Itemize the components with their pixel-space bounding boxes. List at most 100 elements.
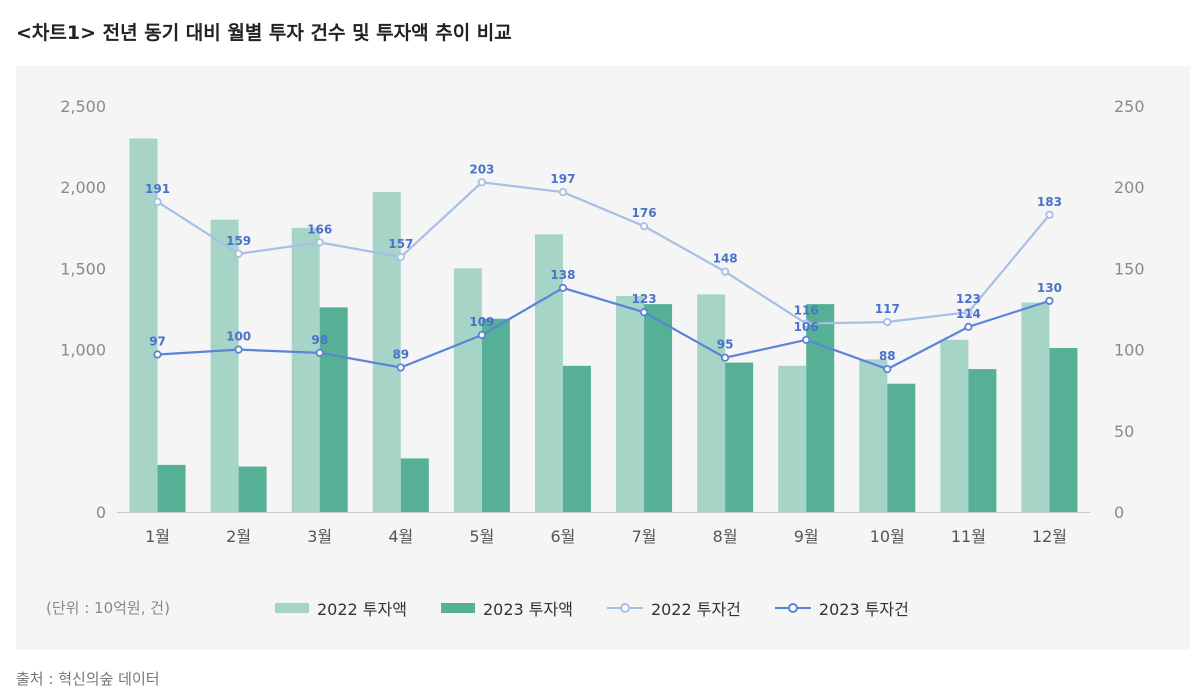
point-2023 bbox=[558, 283, 568, 292]
data-label-2022: 183 bbox=[1037, 195, 1062, 209]
bar-2023 bbox=[238, 466, 267, 512]
point-2023 bbox=[964, 322, 973, 331]
data-label-2022: 116 bbox=[794, 304, 819, 318]
point-2022 bbox=[802, 319, 811, 328]
y-right-tick-label: 250 bbox=[1114, 97, 1145, 116]
legend-item-bar-2022: 2022 투자액 bbox=[275, 596, 407, 620]
data-label-2022: 148 bbox=[713, 252, 738, 266]
bar-2022 bbox=[453, 268, 482, 512]
data-label-2022: 166 bbox=[307, 222, 332, 236]
bar-2022 bbox=[291, 227, 320, 513]
point-2022 bbox=[153, 197, 162, 206]
x-tick-label: 10월 bbox=[870, 527, 905, 546]
bar-2023 bbox=[968, 369, 997, 512]
bar-2023 bbox=[481, 318, 510, 512]
data-label-2023: 106 bbox=[794, 320, 819, 334]
point-2022 bbox=[234, 249, 243, 258]
point-2023 bbox=[1045, 296, 1054, 305]
point-2022 bbox=[639, 222, 649, 231]
point-2022 bbox=[315, 238, 324, 247]
point-2022 bbox=[477, 178, 486, 187]
bar-2022 bbox=[534, 234, 563, 512]
x-tick-label: 5월 bbox=[469, 527, 494, 546]
data-label-2023: 123 bbox=[632, 292, 657, 306]
point-2022 bbox=[883, 317, 892, 327]
bar-2023 bbox=[400, 458, 429, 512]
point-2023 bbox=[153, 350, 162, 359]
point-2022 bbox=[558, 187, 568, 197]
y-right-tick-label: 200 bbox=[1114, 178, 1145, 197]
legend-item-line-2022: 2022 투자건 bbox=[606, 596, 741, 620]
legend-label: 2023 투자건 bbox=[818, 600, 909, 619]
y-left-tick-label: 2,000 bbox=[60, 178, 106, 197]
x-tick-label: 1월 bbox=[145, 527, 170, 546]
bar-2022 bbox=[778, 365, 807, 512]
data-label-2023: 88 bbox=[879, 349, 896, 363]
data-label-2023: 114 bbox=[956, 307, 981, 321]
chart-title: <차트1> 전년 동기 대비 월별 투자 건수 및 투자액 추이 비교 bbox=[16, 22, 512, 44]
x-tick-label: 3월 bbox=[307, 527, 332, 546]
data-label-2022: 123 bbox=[956, 292, 981, 306]
legend-swatch-line-2022 bbox=[606, 602, 643, 614]
y-right-tick-label: 150 bbox=[1114, 259, 1145, 278]
data-label-2022: 117 bbox=[875, 302, 900, 316]
x-tick-label: 6월 bbox=[551, 527, 576, 546]
point-2023 bbox=[639, 308, 649, 317]
series-line-2023 bbox=[157, 286, 1050, 371]
bar-2023 bbox=[887, 383, 916, 512]
data-label-2023: 109 bbox=[469, 315, 494, 329]
legend-swatch-bar-2022 bbox=[275, 603, 309, 613]
y-right-tick-label: 50 bbox=[1114, 422, 1134, 441]
data-label-2023: 97 bbox=[149, 334, 166, 348]
x-tick-label: 11월 bbox=[951, 527, 986, 546]
point-2023 bbox=[315, 348, 324, 357]
data-label-2022: 176 bbox=[632, 206, 657, 220]
bar-2022 bbox=[210, 219, 239, 512]
bar-2023 bbox=[319, 307, 348, 512]
x-tick-label: 7월 bbox=[632, 527, 657, 546]
data-label-2022: 197 bbox=[550, 172, 575, 186]
bar-2022 bbox=[1021, 302, 1050, 512]
bar-2023 bbox=[157, 464, 186, 512]
legend: 2022 투자액 2023 투자액 2022 투자건 2023 투자건 bbox=[275, 596, 943, 620]
point-2023 bbox=[477, 330, 486, 340]
bar-2023 bbox=[806, 304, 835, 512]
data-label-2023: 138 bbox=[550, 268, 575, 282]
data-label-2022: 191 bbox=[145, 182, 170, 196]
data-label-2022: 203 bbox=[469, 162, 494, 176]
data-label-2023: 89 bbox=[392, 347, 409, 361]
chart-panel: 0 1,000 1,500 2,000 2,500 0 50 100 150 200 250 1월 2월… bbox=[16, 66, 1190, 650]
y-left-tick-label: 1,000 bbox=[60, 341, 106, 360]
legend-item-line-2023: 2023 투자건 bbox=[774, 596, 909, 620]
bar-2023 bbox=[725, 362, 754, 512]
x-tick-label: 2월 bbox=[226, 527, 251, 546]
bar-2022 bbox=[372, 192, 401, 512]
bar-2022 bbox=[859, 359, 888, 512]
data-label-2023: 98 bbox=[311, 333, 328, 347]
bar-2023 bbox=[1049, 347, 1078, 512]
data-label-2022: 157 bbox=[388, 237, 413, 251]
bar-2022 bbox=[129, 138, 158, 512]
x-tick-label: 8월 bbox=[713, 527, 738, 546]
point-2022 bbox=[1045, 210, 1054, 219]
point-2022 bbox=[396, 252, 405, 262]
x-tick-label: 4월 bbox=[388, 527, 413, 546]
x-tick-label: 12월 bbox=[1032, 527, 1067, 546]
data-label-2023: 100 bbox=[226, 330, 251, 344]
series-line-2022 bbox=[156, 181, 1051, 325]
source-note: 출처 : 혁신의숲 데이터 bbox=[16, 670, 160, 688]
point-2023 bbox=[721, 353, 730, 362]
combo-chart: 0 1,000 1,500 2,000 2,500 0 50 100 150 200 250 1월 2월… bbox=[60, 97, 1145, 546]
bar-2023 bbox=[644, 304, 673, 512]
y-right-tick-label: 100 bbox=[1114, 341, 1145, 360]
y-left-tick-label: 0 bbox=[96, 503, 106, 522]
data-label-2022: 159 bbox=[226, 234, 251, 248]
legend-item-bar-2023: 2023 투자액 bbox=[440, 596, 573, 620]
bar-2023 bbox=[562, 365, 591, 512]
point-2022 bbox=[964, 308, 973, 317]
bar-2022 bbox=[940, 339, 969, 512]
bar-2022 bbox=[616, 296, 645, 512]
bar-2022 bbox=[697, 294, 726, 512]
legend-label: 2022 투자액 bbox=[317, 600, 407, 619]
unit-note: (단위 : 10억원, 건) bbox=[46, 599, 170, 617]
